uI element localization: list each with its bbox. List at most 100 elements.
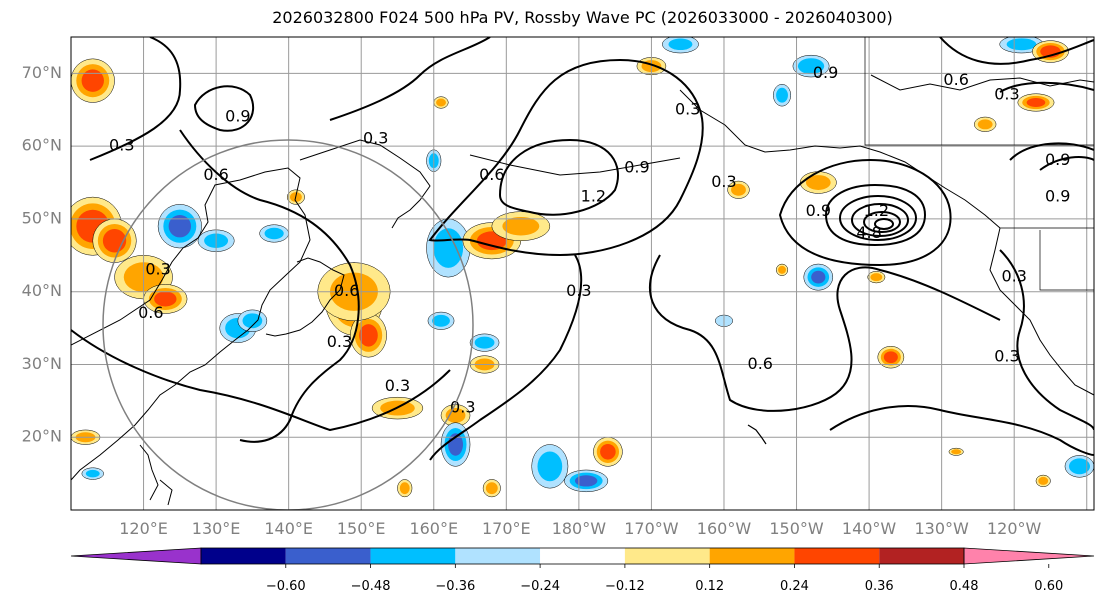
contour-line bbox=[649, 254, 1001, 412]
contour-line bbox=[999, 81, 1094, 93]
contour-line bbox=[89, 37, 182, 161]
kamchatka-coastline bbox=[299, 139, 431, 229]
colorbar-tick-label: −0.36 bbox=[435, 579, 475, 594]
colorbar-frame bbox=[200, 547, 965, 565]
pv-anomaly-level bbox=[574, 475, 598, 487]
contour-label: 0.3 bbox=[566, 281, 591, 300]
contour-label: 0.6 bbox=[748, 354, 773, 373]
colorbar-tick-label: −0.24 bbox=[520, 579, 560, 594]
longitude-labels: 120°E 130°E 140°E 150°E 160°E 170°E 180°W 170°W… bbox=[119, 519, 1041, 538]
contour-line bbox=[429, 254, 583, 461]
pv-anomaly-level bbox=[85, 469, 100, 478]
pv-anomaly bbox=[259, 224, 289, 243]
pv-anomaly bbox=[237, 309, 268, 332]
contour-label: 1.2 bbox=[581, 187, 606, 206]
colorbar-segment bbox=[201, 548, 286, 564]
pv-anomaly-level bbox=[797, 58, 825, 75]
colorbar-tick-label: −0.12 bbox=[605, 579, 645, 594]
colorbar-segment bbox=[455, 548, 541, 564]
contour-line bbox=[428, 58, 704, 257]
coastlines bbox=[71, 37, 1094, 506]
longitude-label: 180°W bbox=[552, 519, 607, 538]
contour-label: 0.3 bbox=[675, 99, 700, 118]
contour-label: 0.9 bbox=[1045, 187, 1070, 206]
japan-coastline bbox=[265, 257, 345, 337]
chart-title: 2026032800 F024 500 hPa PV, Rossby Wave … bbox=[272, 8, 893, 27]
pv-anomaly-level bbox=[805, 175, 831, 190]
hawaii-islands bbox=[747, 424, 767, 445]
pv-anomaly bbox=[157, 204, 202, 249]
colorbar-extend-low bbox=[70, 547, 202, 565]
longitude-label: 150°E bbox=[337, 519, 386, 538]
contour-label: 0.9 bbox=[1045, 150, 1070, 169]
pv-anomaly bbox=[427, 311, 455, 330]
contour-label: 0.3 bbox=[109, 136, 134, 155]
pv-anomaly bbox=[531, 444, 569, 489]
philippines-coastline bbox=[139, 444, 173, 506]
longitude-label: 160°E bbox=[409, 519, 458, 538]
contour-line bbox=[999, 249, 1094, 431]
contour-line bbox=[329, 37, 491, 121]
contour-label: 0.9 bbox=[806, 201, 831, 220]
pv-anomaly-level bbox=[154, 291, 177, 307]
contour-label: 0.3 bbox=[363, 128, 388, 147]
pv-anomaly bbox=[482, 479, 501, 498]
latitude-label: 60°N bbox=[22, 136, 62, 155]
pv-anomaly-level bbox=[951, 449, 962, 455]
latitude-label: 50°N bbox=[22, 208, 62, 227]
contour-line bbox=[874, 218, 894, 230]
longitude-label: 130°W bbox=[914, 519, 969, 538]
pv-contours bbox=[71, 37, 1094, 461]
pv-anomaly bbox=[867, 271, 886, 284]
pv-anomaly bbox=[491, 211, 551, 242]
pv-anomaly-level bbox=[776, 87, 788, 103]
pv-anomaly-level bbox=[485, 482, 498, 495]
contour-label: 0.9 bbox=[624, 157, 649, 176]
pv-anomaly-level bbox=[359, 324, 378, 347]
latitude-label: 70°N bbox=[22, 63, 62, 82]
colorbar-tick-label: −0.60 bbox=[266, 579, 306, 594]
pv-anomaly-level bbox=[537, 451, 563, 482]
contour-label: 0.6 bbox=[138, 303, 163, 322]
contour-line bbox=[851, 203, 909, 237]
longitude-label: 120°W bbox=[987, 519, 1042, 538]
pv-anomaly-level bbox=[264, 227, 284, 240]
latitude-label: 20°N bbox=[22, 427, 62, 446]
pv-anomaly bbox=[469, 333, 500, 352]
pv-anomaly-level bbox=[811, 270, 826, 284]
pv-anomaly bbox=[81, 467, 104, 480]
pv-anomaly-level bbox=[883, 351, 898, 364]
longitude-label: 140°E bbox=[264, 519, 313, 538]
pv-anomaly bbox=[662, 37, 699, 54]
pv-anomaly-level bbox=[436, 98, 446, 107]
longitude-label: 150°W bbox=[769, 519, 824, 538]
pv-anomaly-level bbox=[399, 482, 410, 495]
contour-label: 4.8 bbox=[856, 223, 881, 242]
pv-anomaly bbox=[775, 263, 789, 276]
pv-anomaly-level bbox=[445, 407, 466, 423]
contour-label: 0.9 bbox=[225, 107, 250, 126]
longitude-label: 170°E bbox=[482, 519, 531, 538]
colorbar-segment bbox=[709, 548, 795, 564]
pv-anomaly-level bbox=[778, 265, 786, 274]
pv-anomaly bbox=[799, 171, 837, 194]
contour-line bbox=[939, 37, 1094, 65]
colorbar-tick-label: −0.48 bbox=[351, 579, 391, 594]
pv-anomaly bbox=[974, 116, 997, 132]
contour-line bbox=[839, 195, 917, 241]
latitude-labels: 70°N 60°N 50°N 40°N 30°N 20°N bbox=[22, 63, 62, 446]
contour-label: 0.3 bbox=[994, 85, 1019, 104]
colorbar-extend-high bbox=[963, 547, 1095, 565]
colorbar-tick-label: 0.60 bbox=[1034, 579, 1063, 594]
latitude-label: 40°N bbox=[22, 281, 62, 300]
pv-anomaly bbox=[440, 404, 471, 427]
contour-label: 0.9 bbox=[813, 63, 838, 82]
aleutian-islands bbox=[469, 154, 681, 176]
pv-anomaly-level bbox=[1038, 476, 1049, 485]
pv-anomaly bbox=[792, 54, 830, 78]
pv-anomaly bbox=[564, 469, 609, 493]
contour-label: 0.6 bbox=[203, 165, 228, 184]
north-america-coastline bbox=[989, 227, 1094, 396]
pv-anomaly bbox=[397, 479, 413, 498]
